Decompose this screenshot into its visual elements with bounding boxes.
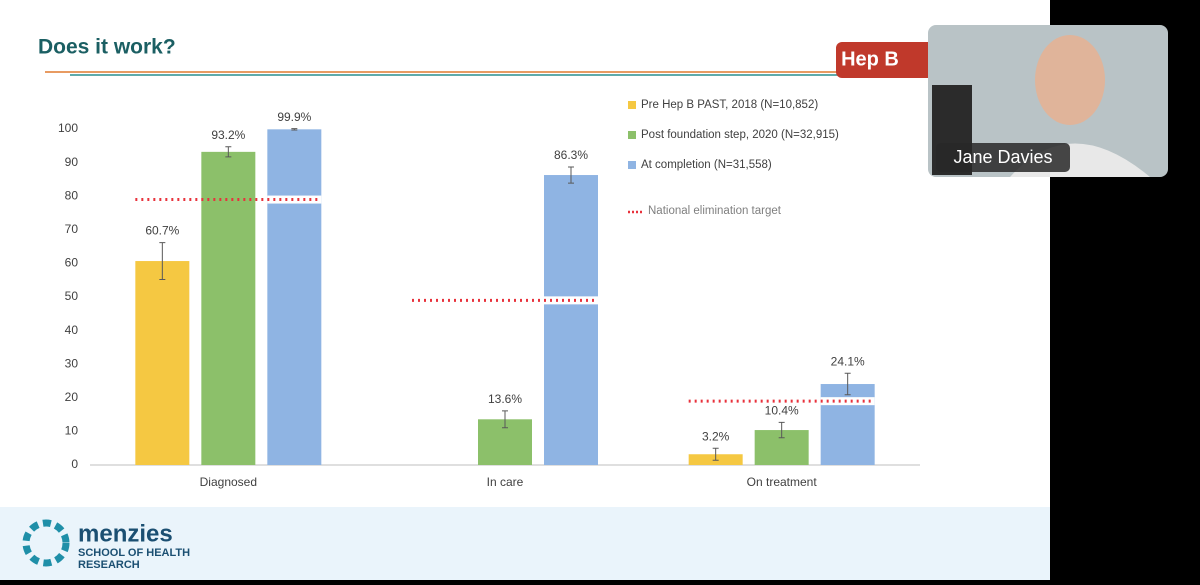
target-gap xyxy=(544,296,598,305)
logo-text: Hep B xyxy=(841,48,899,70)
target-gap xyxy=(820,397,875,406)
value-label: 24.1% xyxy=(831,354,865,368)
footer-band xyxy=(0,507,1050,580)
org-line: RESEARCH xyxy=(78,559,140,571)
target-gap xyxy=(267,195,322,204)
y-tick-label: 0 xyxy=(71,457,78,471)
bar xyxy=(201,151,256,465)
value-label: 86.3% xyxy=(554,148,588,162)
bar xyxy=(544,175,598,466)
y-tick-label: 60 xyxy=(65,256,79,270)
slide-title: Does it work? xyxy=(38,36,176,59)
legend-label: National elimination target xyxy=(648,205,782,217)
logo-mark xyxy=(22,519,70,567)
x-tick-label: On treatment xyxy=(747,475,818,489)
name-tag xyxy=(936,143,1070,172)
value-label: 60.7% xyxy=(145,224,179,238)
legend-label: At completion (N=31,558) xyxy=(641,159,772,171)
value-label: 3.2% xyxy=(702,429,730,443)
legend-swatch xyxy=(628,131,636,139)
legend-swatch xyxy=(628,161,636,169)
y-tick-label: 30 xyxy=(65,356,79,370)
y-tick-label: 50 xyxy=(65,289,79,303)
y-tick-label: 100 xyxy=(58,121,78,135)
error-bar xyxy=(712,447,719,461)
y-tick-label: 70 xyxy=(65,222,79,236)
org-name: menzies xyxy=(78,520,173,547)
value-label: 93.2% xyxy=(211,128,245,142)
org-line: SCHOOL OF HEALTH xyxy=(78,547,190,559)
x-tick-label: Diagnosed xyxy=(200,475,257,489)
y-tick-label: 40 xyxy=(65,323,79,337)
error-bar xyxy=(568,166,574,184)
value-label: 10.4% xyxy=(765,403,799,417)
error-bar xyxy=(291,128,298,131)
logo-badge xyxy=(836,42,936,78)
error-bar xyxy=(844,372,851,396)
legend-swatch xyxy=(628,101,636,109)
y-tick-label: 20 xyxy=(65,390,79,404)
y-tick-label: 90 xyxy=(65,155,79,169)
x-tick-label: In care xyxy=(487,475,524,489)
video-tile: Jane Davies xyxy=(928,25,1168,177)
y-tick-label: 80 xyxy=(65,188,79,202)
bar xyxy=(820,384,875,465)
participant-name: Jane Davies xyxy=(953,147,1052,167)
error-bar xyxy=(502,410,508,429)
error-bar xyxy=(225,146,232,158)
legend-label: Post foundation step, 2020 (N=32,915) xyxy=(641,129,839,141)
error-bar xyxy=(159,242,166,281)
value-label: 99.9% xyxy=(277,110,311,124)
legend-label: Pre Hep B PAST, 2018 (N=10,852) xyxy=(641,99,818,111)
bar xyxy=(135,261,190,465)
y-tick-label: 10 xyxy=(65,424,79,438)
error-bar xyxy=(778,421,785,439)
person-face xyxy=(1035,35,1105,125)
bar xyxy=(267,129,322,465)
value-label: 13.6% xyxy=(488,392,522,406)
org-logo: menzies SCHOOL OF HEALTH RESEARCH xyxy=(22,519,190,571)
